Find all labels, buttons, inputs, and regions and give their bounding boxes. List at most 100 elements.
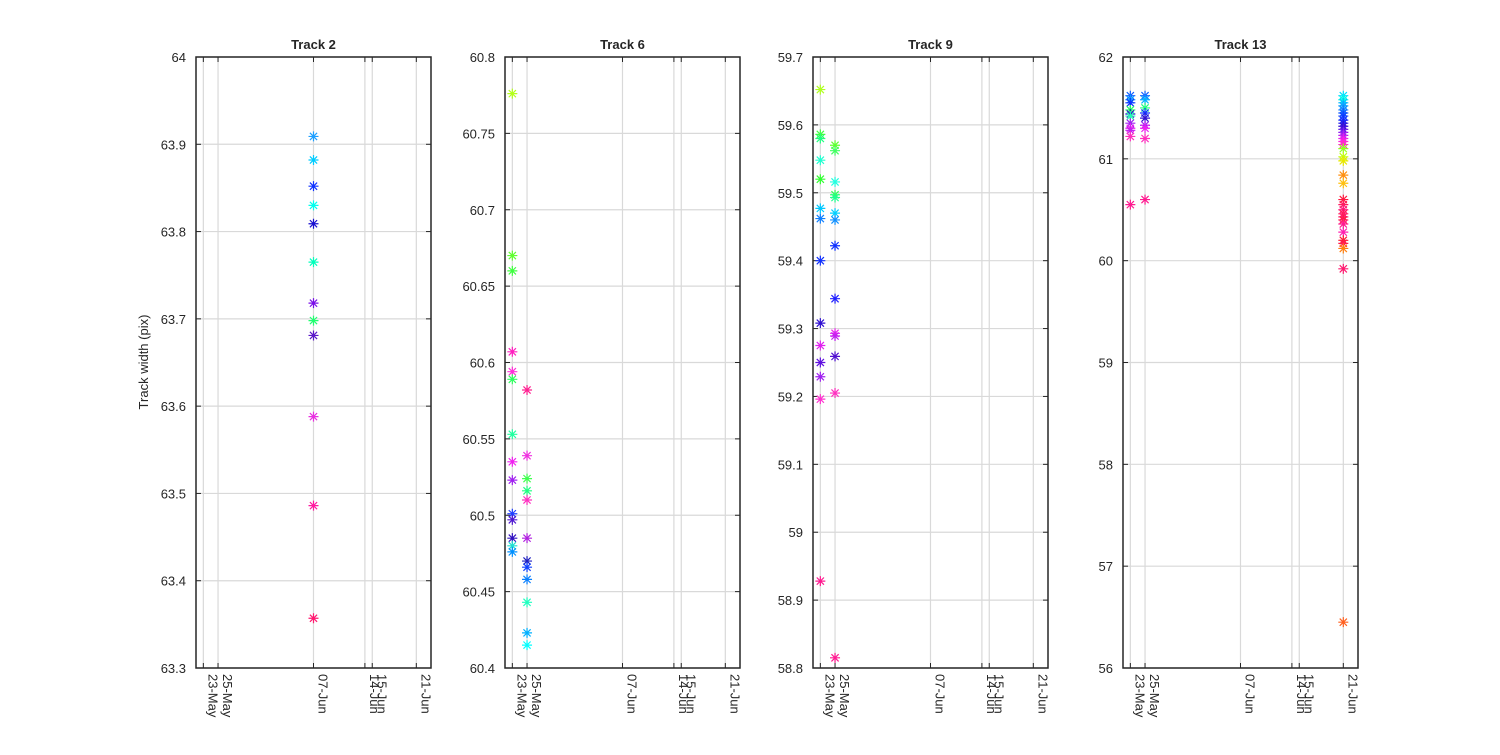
data-point: [1125, 125, 1136, 136]
x-tick-label: 07-Jun: [1243, 674, 1258, 714]
y-tick-label: 63.4: [161, 574, 186, 589]
y-tick-label: 62: [1099, 50, 1113, 65]
data-point: [522, 627, 533, 638]
y-tick-label: 63.6: [161, 399, 186, 414]
data-point: [308, 613, 319, 624]
y-tick-label: 60.8: [470, 50, 495, 65]
y-tick-label: 59.2: [778, 389, 803, 404]
data-point: [815, 84, 826, 95]
y-tick-label: 60.45: [462, 585, 495, 600]
x-tick-label: 21-Jun: [1035, 674, 1050, 714]
data-point: [1125, 131, 1136, 142]
x-tick-label: 15-Jun: [683, 674, 698, 714]
data-point: [815, 174, 826, 185]
data-point: [522, 574, 533, 585]
data-point: [308, 500, 319, 511]
data-point: [507, 346, 518, 357]
data-point: [522, 562, 533, 573]
data-point: [815, 576, 826, 587]
data-point: [522, 450, 533, 461]
y-tick-label: 58.9: [778, 593, 803, 608]
y-tick-label: 60: [1099, 254, 1113, 269]
y-tick-label: 59: [1099, 356, 1113, 371]
data-point: [830, 145, 841, 156]
x-tick-label: 14-Jun: [984, 674, 999, 714]
y-tick-label: 58.8: [778, 661, 803, 676]
data-point: [815, 318, 826, 329]
data-point: [507, 456, 518, 467]
y-tick-label: 59.7: [778, 50, 803, 65]
data-point: [522, 533, 533, 544]
y-tick-label: 60.4: [470, 661, 495, 676]
data-point: [1338, 155, 1349, 166]
y-tick-label: 59.1: [778, 457, 803, 472]
x-tick-label: 23-May: [1132, 674, 1147, 718]
x-tick-label: 21-Jun: [418, 674, 433, 714]
data-point: [1338, 219, 1349, 230]
data-point: [830, 293, 841, 304]
data-point: [1338, 227, 1349, 238]
chart-panel-2: Track 6 60.4 60.45 60.5 60.55 60.6 60.65 60.7 60…: [462, 37, 742, 718]
x-tick-label: 23-May: [514, 674, 529, 718]
data-point: [1338, 263, 1349, 274]
data-point: [830, 140, 841, 151]
data-point: [815, 357, 826, 368]
chart-panel-3: Track 9 58.8 58.9 59 59.1 59.2 59.3 59.4 59.5 59.…: [778, 37, 1051, 718]
data-point: [1125, 97, 1136, 108]
x-tick-label: 21-Jun: [1345, 674, 1360, 714]
data-point: [815, 133, 826, 144]
data-point: [815, 394, 826, 405]
axes-box: [1122, 56, 1359, 669]
chart-title: Track 6: [600, 37, 645, 52]
y-tick-label: 60.75: [462, 126, 495, 141]
data-point: [522, 494, 533, 505]
data-point: [1125, 199, 1136, 210]
data-point: [507, 265, 518, 276]
data-point: [1140, 113, 1151, 124]
chart-title: Track 2: [291, 37, 336, 52]
x-tick-label: 21-Jun: [727, 674, 742, 714]
y-tick-label: 60.65: [462, 279, 495, 294]
data-point: [1338, 243, 1349, 254]
data-point: [507, 533, 518, 544]
data-point: [308, 131, 319, 142]
data-point: [1338, 194, 1349, 205]
data-point: [1125, 118, 1136, 129]
data-point: [815, 255, 826, 266]
data-point: [830, 214, 841, 225]
data-point: [830, 331, 841, 342]
y-tick-label: 63.9: [161, 137, 186, 152]
data-point: [308, 298, 319, 309]
data-point: [1338, 238, 1349, 249]
y-tick-label: 60.7: [470, 203, 495, 218]
data-point: [1125, 111, 1136, 122]
x-tick-label: 23-May: [205, 674, 220, 718]
data-point: [1338, 199, 1349, 210]
data-point: [1140, 123, 1151, 134]
data-point: [830, 176, 841, 187]
x-tick-label: 14-Jun: [367, 674, 382, 714]
data-point: [522, 473, 533, 484]
y-tick-label: 58: [1099, 457, 1113, 472]
y-tick-label: 59.3: [778, 322, 803, 337]
x-tick-label: 23-May: [822, 674, 837, 718]
axes-box: [812, 56, 1049, 669]
data-point: [308, 200, 319, 211]
data-point: [1140, 102, 1151, 113]
x-tick-label: 25-May: [1147, 674, 1162, 718]
data-point: [522, 640, 533, 651]
data-point: [308, 154, 319, 165]
data-point: [815, 203, 826, 214]
y-axis-label: Track width (pix): [136, 315, 151, 410]
data-point: [830, 240, 841, 251]
x-tick-label: 07-Jun: [316, 674, 331, 714]
y-tick-label: 59.6: [778, 118, 803, 133]
chart-title: Track 9: [908, 37, 953, 52]
data-point: [507, 514, 518, 525]
data-point: [830, 652, 841, 663]
axes-box: [504, 56, 741, 669]
data-point: [1338, 617, 1349, 628]
data-point: [507, 88, 518, 99]
data-point: [815, 213, 826, 224]
